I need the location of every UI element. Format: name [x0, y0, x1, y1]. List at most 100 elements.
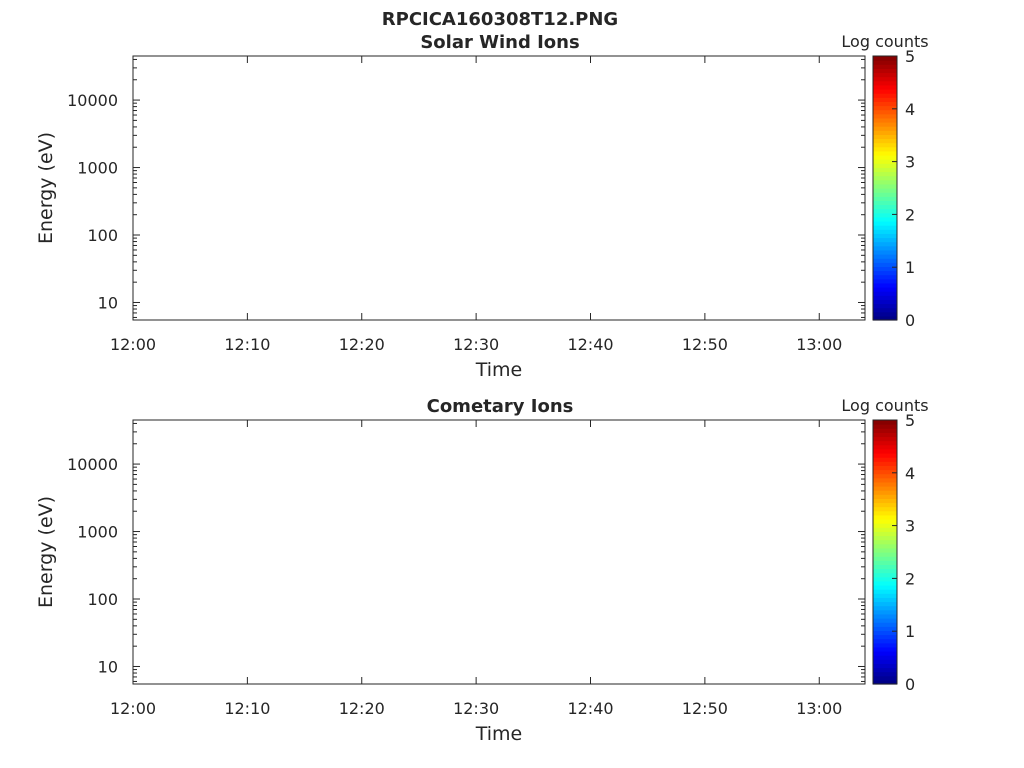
colorbar-segment — [873, 274, 897, 280]
colorbar-segment — [873, 291, 897, 296]
colorbar-segment — [873, 237, 897, 243]
colorbar-segment — [873, 481, 897, 487]
plot-frame — [132, 419, 866, 685]
colorbar-segment — [873, 171, 897, 177]
colorbar-segment — [873, 432, 897, 438]
colorbar-segment — [873, 167, 897, 173]
colorbar-segment — [873, 473, 897, 479]
colorbar-segment — [873, 490, 897, 495]
colorbar-tick-label: 1 — [905, 622, 915, 641]
colorbar-segment — [873, 436, 897, 442]
colorbar-frame — [872, 419, 898, 685]
y-tick-label: 100 — [87, 590, 118, 609]
colorbar-label: Log counts — [841, 396, 928, 415]
colorbar-segment — [873, 311, 897, 317]
panel-title: Cometary Ions — [427, 396, 574, 417]
colorbar-segment — [873, 72, 897, 78]
colorbar-segment — [873, 84, 897, 90]
colorbar-segment — [873, 225, 897, 230]
colorbar-segment — [873, 523, 897, 528]
colorbar-segment — [873, 424, 897, 429]
y-tick-label: 100 — [87, 226, 118, 245]
y-tick-label: 10 — [98, 657, 118, 676]
colorbar-segment — [873, 307, 897, 313]
colorbar-segment — [873, 233, 897, 239]
x-tick-label: 12:40 — [567, 335, 613, 354]
colorbar-segment — [873, 580, 897, 586]
colorbar-segment — [873, 192, 897, 197]
colorbar-segment — [873, 646, 897, 652]
colorbar-segment — [873, 502, 897, 508]
colorbar-segment — [873, 212, 897, 218]
colorbar-segment — [873, 295, 897, 300]
x-axis: 12:00 12:10 12:20 12:30 12:40 12:50 13:00 — [110, 56, 842, 354]
colorbar-segment — [873, 613, 897, 619]
plot-frame — [132, 55, 866, 321]
colorbar-segment — [873, 568, 897, 574]
y-axis-label: Energy (eV) — [35, 132, 57, 244]
colorbar-tick-label: 4 — [905, 464, 915, 483]
colorbar-segment — [873, 146, 897, 152]
colorbar-segment — [873, 679, 897, 685]
colorbar-segment — [873, 303, 897, 309]
colorbar-segment — [873, 593, 897, 598]
colorbar-segment — [873, 113, 897, 119]
colorbar-segment — [873, 605, 897, 611]
colorbar-segment — [873, 671, 897, 677]
colorbar-segment — [873, 109, 897, 115]
colorbar-segment — [873, 576, 897, 582]
colorbar-segment — [873, 498, 897, 504]
colorbar-segment — [873, 262, 897, 267]
colorbar-segment — [873, 278, 897, 284]
colorbar-segment — [873, 543, 897, 549]
colorbar-segment — [873, 440, 897, 446]
colorbar-segment — [873, 105, 897, 111]
x-tick-label: 12:50 — [682, 699, 728, 718]
colorbar-segment — [873, 547, 897, 553]
colorbar: 0 1 2 3 4 5 — [872, 411, 915, 694]
colorbar-tick-label: 4 — [905, 100, 915, 119]
colorbar-segment — [873, 134, 897, 140]
colorbar-segment — [873, 514, 897, 520]
colorbar-segment — [873, 208, 897, 214]
x-tick-label: 12:10 — [224, 699, 270, 718]
y-tick-label: 1000 — [77, 159, 118, 178]
colorbar-segment — [873, 101, 897, 107]
x-tick-label: 12:20 — [339, 335, 385, 354]
colorbar-segment — [873, 597, 897, 603]
colorbar-segment — [873, 188, 897, 193]
colorbar-segment — [873, 221, 897, 226]
x-tick-label: 13:00 — [796, 335, 842, 354]
colorbar-segment — [873, 461, 897, 466]
colorbar-segment — [873, 634, 897, 640]
colorbar-segment — [873, 564, 897, 570]
x-tick-label: 12:30 — [453, 699, 499, 718]
colorbar-segment — [873, 150, 897, 156]
colorbar-segment — [873, 626, 897, 631]
figure-title: RPCICA160308T12.PNG — [382, 9, 618, 30]
colorbar-segment — [873, 122, 897, 127]
colorbar-segment — [873, 142, 897, 148]
colorbar-segment — [873, 93, 897, 98]
colorbar-segment — [873, 196, 897, 201]
colorbar-segment — [873, 519, 897, 524]
cometary-panel: Cometary Ions 12:00 12:10 12:20 12:30 12:40 1… — [35, 396, 929, 745]
colorbar-segment — [873, 535, 897, 541]
colorbar-segment — [873, 477, 897, 483]
colorbar-segment — [873, 130, 897, 135]
solar-wind-panel: Solar Wind Ions 12:00 12:10 12:20 12:30 12:4… — [35, 32, 929, 381]
colorbar-segment — [873, 465, 897, 471]
colorbar-segment — [873, 241, 897, 247]
colorbar-segment — [873, 287, 897, 292]
colorbar-segment — [873, 420, 897, 425]
colorbar-segment — [873, 428, 897, 433]
colorbar-tick-label: 3 — [905, 517, 915, 536]
x-tick-label: 12:50 — [682, 335, 728, 354]
colorbar-segment — [873, 609, 897, 615]
y-axis-label: Energy (eV) — [35, 496, 57, 608]
colorbar-frame — [872, 55, 898, 321]
colorbar-segment — [873, 299, 897, 305]
colorbar: 0 1 2 3 4 5 — [872, 47, 915, 330]
colorbar-segment — [873, 60, 897, 65]
colorbar-tick-label: 2 — [905, 569, 915, 588]
